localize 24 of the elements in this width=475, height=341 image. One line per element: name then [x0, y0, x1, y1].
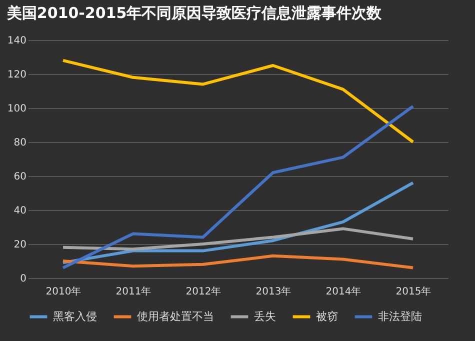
chart-title: 美国2010-2015年不同原因导致医疗信息泄露事件次数 [6, 4, 383, 22]
y-tick-label: 20 [14, 240, 26, 250]
y-tick-label: 140 [7, 36, 26, 46]
legend-label: 非法登陆 [378, 310, 422, 323]
legend-label: 黑客入侵 [53, 310, 97, 323]
y-tick-label: 0 [20, 274, 26, 284]
x-tick-label: 2014年 [326, 286, 362, 298]
x-tick-label: 2012年 [186, 286, 222, 298]
x-tick-label: 2015年 [396, 286, 432, 298]
x-tick-label: 2013年 [256, 286, 292, 298]
line-series [62, 104, 414, 270]
y-tick-label: 40 [14, 206, 26, 216]
legend-label: 丢失 [254, 310, 276, 323]
x-tick-label: 2011年 [116, 286, 152, 298]
line-series [62, 254, 414, 270]
legend-label: 使用者处置不当 [137, 310, 214, 323]
line-series [62, 58, 414, 144]
x-tick-label: 2010年 [46, 286, 82, 298]
y-tick-label: 120 [7, 70, 26, 80]
legend-label: 被窃 [316, 310, 338, 323]
y-tick-label: 100 [7, 104, 26, 114]
y-tick-label: 80 [14, 138, 26, 148]
line-series [62, 227, 414, 251]
y-tick-label: 60 [14, 172, 26, 182]
